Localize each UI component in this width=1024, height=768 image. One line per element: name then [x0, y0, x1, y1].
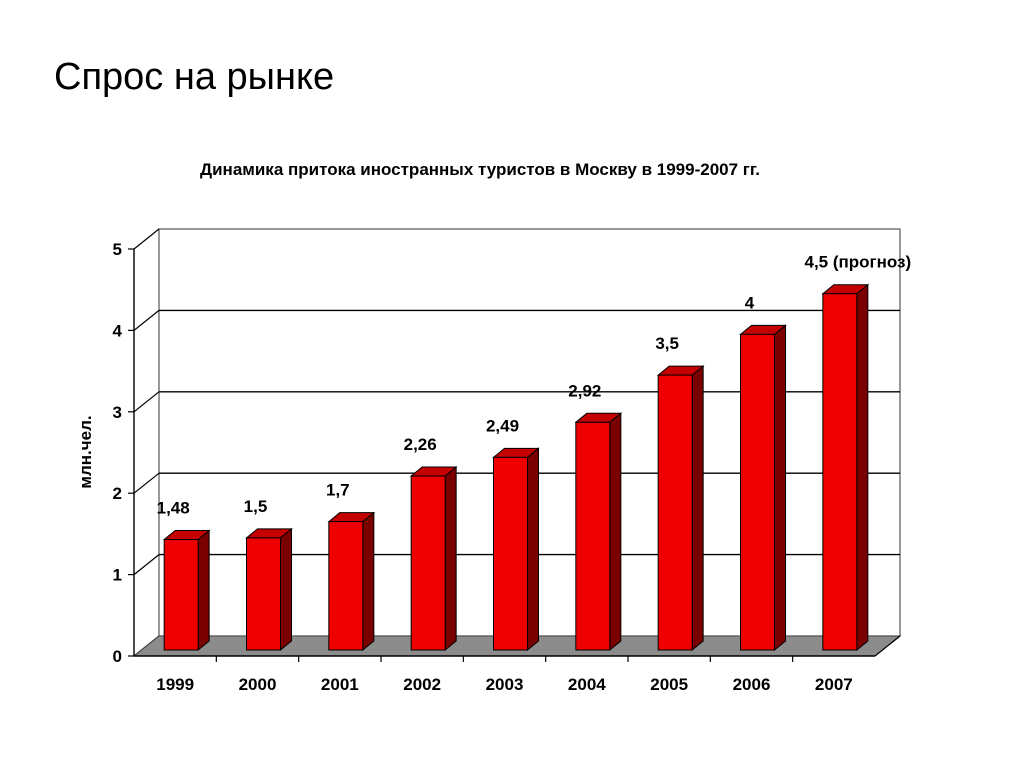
data-label: 1,5	[244, 497, 268, 516]
bar-front	[657, 374, 693, 651]
bar	[492, 447, 540, 652]
y-tick-label: 3	[113, 403, 122, 422]
side-wall-line	[133, 554, 160, 576]
data-label: 2,26	[404, 435, 437, 454]
bar	[245, 527, 293, 652]
bar	[821, 283, 870, 652]
y-tick-label: 5	[113, 240, 122, 259]
x-tick-label: 2004	[568, 675, 606, 694]
y-tick-label: 1	[113, 566, 122, 585]
bar-side	[527, 447, 539, 652]
bar-side	[280, 527, 292, 652]
chart-axes	[128, 248, 901, 662]
bar	[656, 365, 705, 652]
bar-front	[163, 539, 199, 651]
bar-side	[691, 365, 704, 652]
bar	[409, 465, 458, 652]
bar-side	[197, 529, 210, 652]
bar-front	[493, 456, 528, 651]
y-tick-label: 4	[113, 321, 123, 340]
side-wall-line	[133, 472, 160, 494]
data-label: 1,48	[157, 499, 190, 518]
chart-bars	[162, 283, 870, 652]
bar-front	[410, 475, 446, 651]
x-tick-label: 2007	[815, 675, 853, 694]
y-tick-label: 2	[113, 484, 122, 503]
data-label: 4	[745, 293, 755, 312]
x-tick-label: 2006	[733, 675, 771, 694]
bar	[327, 511, 376, 652]
side-wall-line	[133, 309, 160, 331]
bar	[574, 412, 623, 652]
bar	[739, 324, 787, 652]
bar-side	[774, 324, 786, 652]
x-tick-label: 2000	[239, 675, 277, 694]
bar-side	[444, 465, 457, 652]
data-label: 2,92	[568, 381, 601, 400]
side-wall-line	[133, 228, 160, 250]
slide-title: Спрос на рынке	[54, 56, 335, 98]
bar-front	[822, 293, 858, 651]
x-tick-label: 2001	[321, 675, 359, 694]
bar-side	[856, 283, 869, 652]
bar-side	[362, 511, 375, 652]
x-tick-label: 2002	[403, 675, 441, 694]
x-tick-label: 1999	[156, 675, 194, 694]
side-wall-line	[133, 391, 160, 413]
y-axis-label: млн.чел.	[76, 415, 95, 488]
bar-front	[575, 421, 611, 651]
y-tick-labels: 0 1 2 3 4 5	[113, 240, 123, 666]
y-tick-label: 0	[113, 647, 122, 666]
data-label: 1,7	[326, 481, 350, 500]
data-label: 2,49	[486, 416, 519, 435]
x-tick-label: 2003	[486, 675, 524, 694]
x-tick-label: 2005	[650, 675, 688, 694]
chart-title: Динамика притока иностранных туристов в …	[200, 160, 760, 179]
bar-front	[740, 333, 775, 651]
bar	[162, 529, 211, 652]
data-label: 3,5	[655, 334, 679, 353]
chart-data-labels: 1,48 1,5 1,7 2,26 2,49 2,92 3,5 4 4,5 (прогноз)	[157, 253, 912, 518]
data-label: 4,5 (прогноз)	[804, 253, 911, 272]
bar-side	[609, 412, 622, 652]
floor-edge	[874, 635, 901, 657]
bar-front	[328, 521, 364, 651]
bar-front	[246, 537, 281, 651]
x-tick-labels: 1999 2000 2001 2002 2003 2004 2005 2006 2007	[156, 675, 852, 694]
